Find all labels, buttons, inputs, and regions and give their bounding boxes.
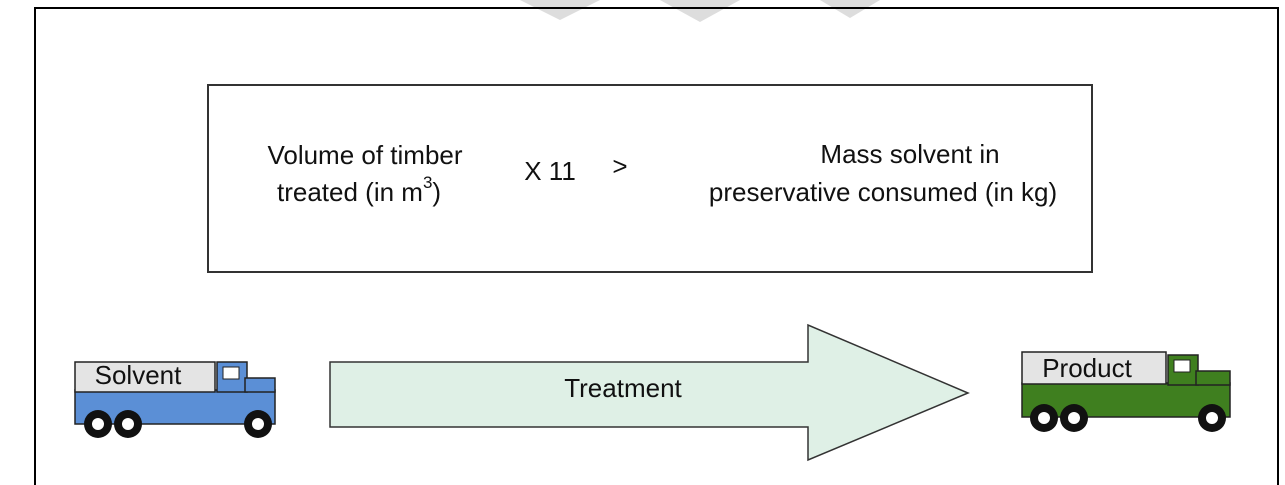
operator: > [612, 151, 627, 181]
truck-window [1174, 360, 1190, 372]
formula-right: Mass solvent in [820, 139, 999, 169]
superscript: 3 [423, 173, 432, 192]
truck-window [223, 367, 239, 379]
truck-label: Product [1042, 353, 1132, 383]
arrow-label: Treatment [564, 373, 682, 403]
truck-hood [1196, 371, 1230, 385]
formula-right: preservative consumed (in kg) [709, 177, 1057, 207]
multiplier: X 11 [524, 156, 576, 186]
truck-label: Solvent [95, 360, 182, 390]
formula-left: Volume of timber [267, 140, 462, 170]
diagram: Volume of timber treated (in m3) X 11 > … [0, 0, 1285, 485]
formula-left: treated (in m3) [277, 173, 441, 206]
truck-hood [245, 378, 275, 392]
formula-left: ) [432, 177, 441, 207]
formula-left: treated (in m [277, 177, 423, 207]
